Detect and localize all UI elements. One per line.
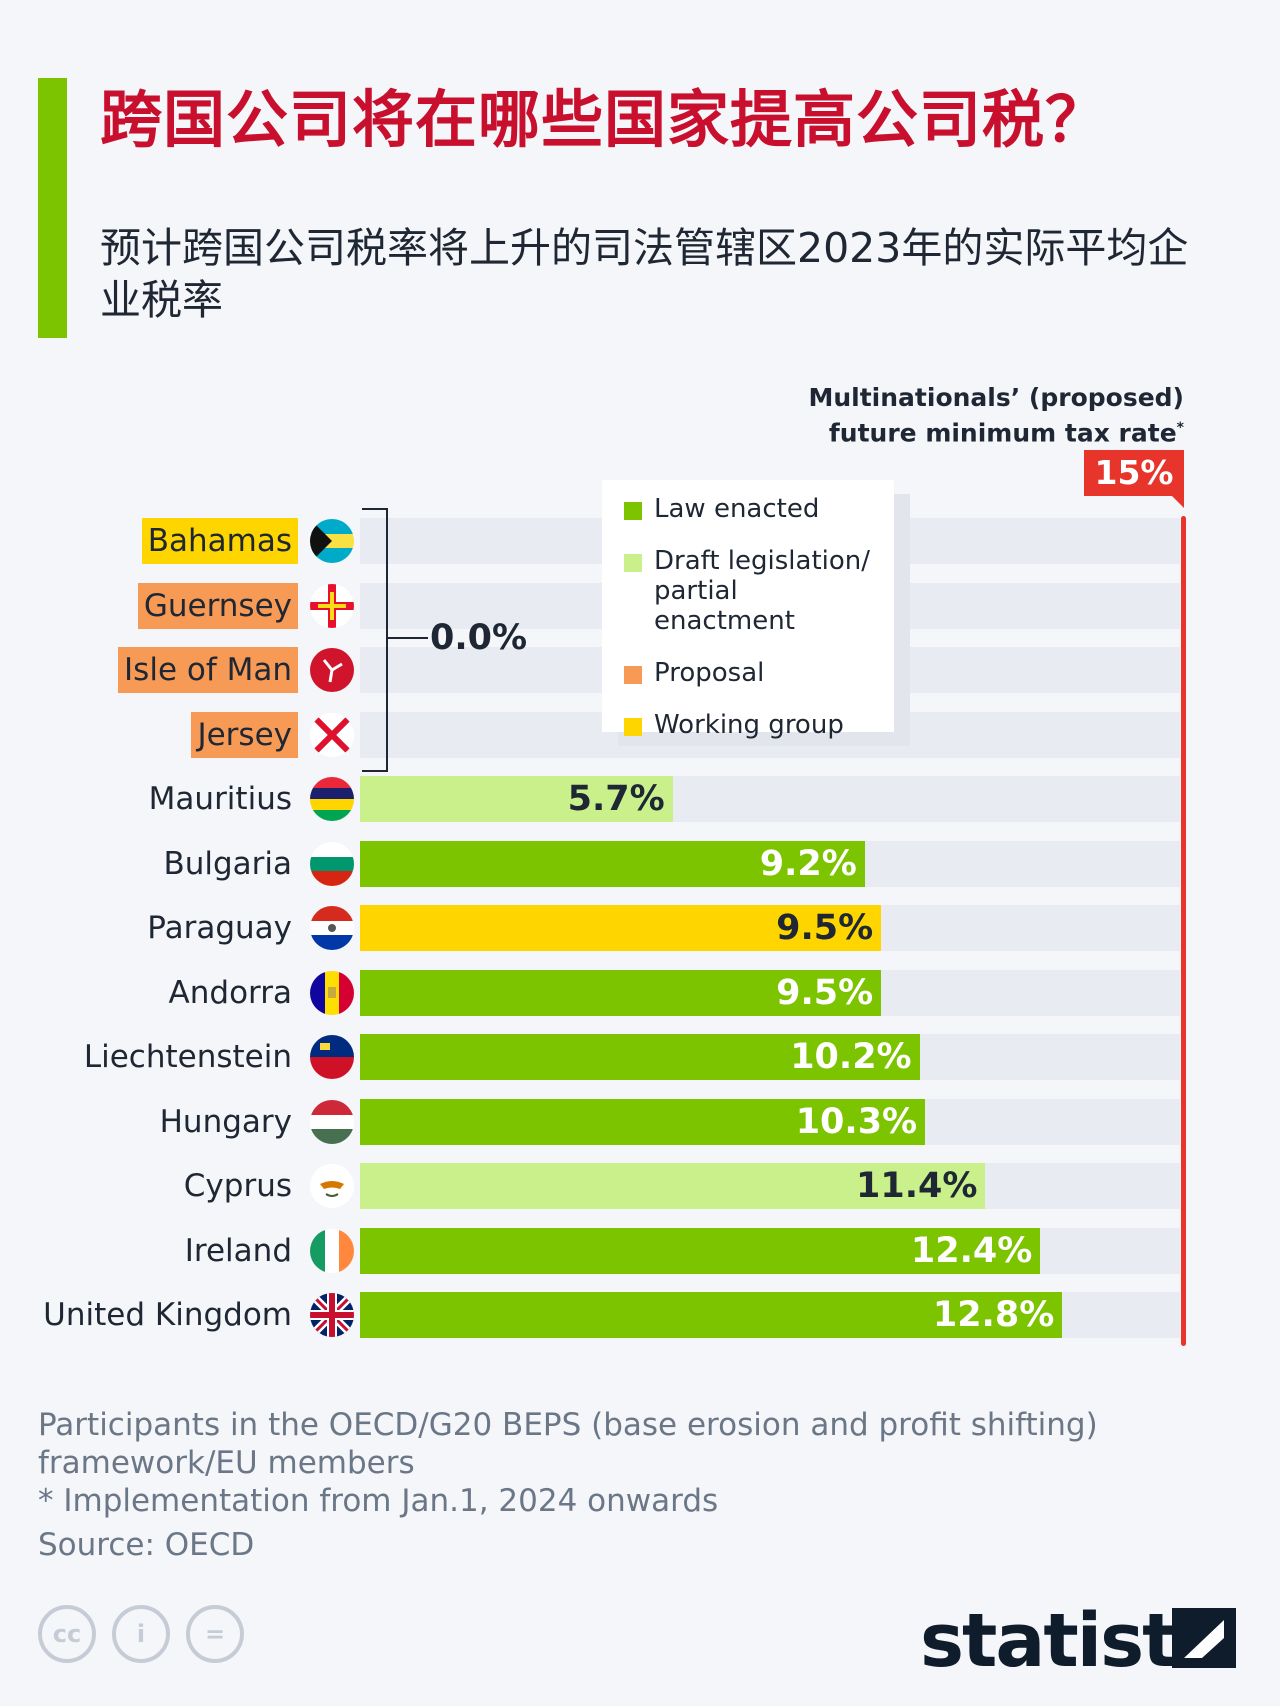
- legend-swatch: [624, 554, 642, 572]
- chart-subtitle: 预计跨国公司税率将上升的司法管辖区2023年的实际平均企业税率: [100, 224, 1189, 324]
- title-accent-bar: [38, 78, 67, 338]
- hungary-flag-icon: [310, 1100, 354, 1144]
- statista-mark-icon: [1172, 1608, 1242, 1672]
- zero-group-bracket-tick: [388, 637, 428, 639]
- country-label: Jersey: [191, 712, 298, 758]
- bar: [360, 905, 882, 951]
- country-label: Bulgaria: [163, 846, 292, 882]
- country-label: Cyprus: [183, 1168, 292, 1204]
- legend-label: Proposal: [654, 658, 765, 688]
- jersey-flag-icon: [310, 713, 354, 757]
- cap-label: Multinationals’ (proposed) future minimu…: [808, 382, 1184, 448]
- legend-label: Draft legislation/ partial enactment: [654, 546, 871, 636]
- ireland-flag-icon: [310, 1229, 354, 1273]
- attribution-icon: i: [112, 1605, 170, 1663]
- cap-label-line1: Multinationals’ (proposed): [808, 383, 1184, 412]
- bar: [360, 776, 673, 822]
- andorra-flag-icon: [310, 971, 354, 1015]
- bar-value-label: 10.2%: [790, 1037, 912, 1077]
- bar: [360, 1228, 1041, 1274]
- bar-value-label: 9.2%: [759, 844, 857, 884]
- bar: [360, 1099, 926, 1145]
- footnote-implementation: * Implementation from Jan.1, 2024 onward…: [38, 1483, 719, 1519]
- legend: Law enacted Draft legislation/ partial en…: [602, 480, 894, 740]
- country-label: Guernsey: [137, 583, 298, 629]
- country-label: Liechtenstein: [83, 1039, 292, 1075]
- cc-icon: cc: [38, 1605, 96, 1663]
- legend-item: Law enacted: [622, 494, 874, 524]
- bar-value-label: 12.4%: [910, 1231, 1033, 1271]
- bahamas-flag-icon: [310, 519, 354, 563]
- isle-of-man-flag-icon: [310, 648, 354, 692]
- paraguay-flag-icon: [310, 906, 354, 950]
- chart-title: 跨国公司将在哪些国家提高公司税？: [100, 83, 1109, 156]
- country-label: Mauritius: [148, 781, 292, 817]
- legend-swatch: [624, 502, 642, 520]
- zero-group-label: 0.0%: [430, 618, 528, 658]
- bar-value-label: 11.4%: [856, 1166, 978, 1206]
- legend-item: Working group: [622, 710, 874, 740]
- license-icons: cc i =: [38, 1605, 260, 1663]
- legend-label: Law enacted: [654, 494, 820, 524]
- footnotes: Participants in the OECD/G20 BEPS (base …: [38, 1406, 1188, 1564]
- cyprus-flag-icon: [310, 1164, 354, 1208]
- cap-asterisk: *: [1176, 420, 1184, 436]
- country-label: Bahamas: [141, 518, 298, 564]
- bar-value-label: 12.8%: [932, 1295, 1055, 1335]
- cap-label-line2: future minimum tax rate: [828, 418, 1177, 448]
- bar: [360, 970, 882, 1016]
- country-label: United Kingdom: [43, 1297, 292, 1333]
- bar: [360, 841, 865, 887]
- uk-flag-icon: [310, 1293, 354, 1337]
- bulgaria-flag-icon: [310, 842, 354, 886]
- legend-swatch: [624, 666, 642, 684]
- bar-value-label: 9.5%: [776, 908, 874, 948]
- guernsey-flag-icon: [310, 584, 354, 628]
- bar: [360, 1292, 1063, 1338]
- source-note: Source: OECD: [38, 1527, 255, 1563]
- country-label: Andorra: [168, 975, 292, 1011]
- country-label: Isle of Man: [118, 647, 298, 693]
- bar: [360, 1163, 986, 1209]
- bar: [360, 1034, 920, 1080]
- zero-group-bracket: [362, 508, 388, 772]
- legend-item: Draft legislation/ partial enactment: [622, 546, 874, 636]
- mauritius-flag-icon: [310, 777, 354, 821]
- liechtenstein-flag-icon: [310, 1035, 354, 1079]
- bar-value-label: 10.3%: [795, 1102, 918, 1142]
- legend-swatch: [624, 718, 642, 736]
- cap-reference-line: [1181, 516, 1186, 1346]
- bar-value-label: 5.7%: [567, 779, 665, 819]
- bar-value-label: 9.5%: [776, 973, 874, 1013]
- footnote-participants: Participants in the OECD/G20 BEPS (base …: [38, 1407, 1098, 1481]
- no-derivatives-icon: =: [186, 1605, 244, 1663]
- cap-badge: 15%: [1084, 450, 1184, 508]
- country-label: Hungary: [159, 1104, 292, 1140]
- country-label: Ireland: [184, 1233, 292, 1269]
- legend-item: Proposal: [622, 658, 874, 688]
- country-label: Paraguay: [147, 910, 292, 946]
- legend-label: Working group: [654, 710, 844, 740]
